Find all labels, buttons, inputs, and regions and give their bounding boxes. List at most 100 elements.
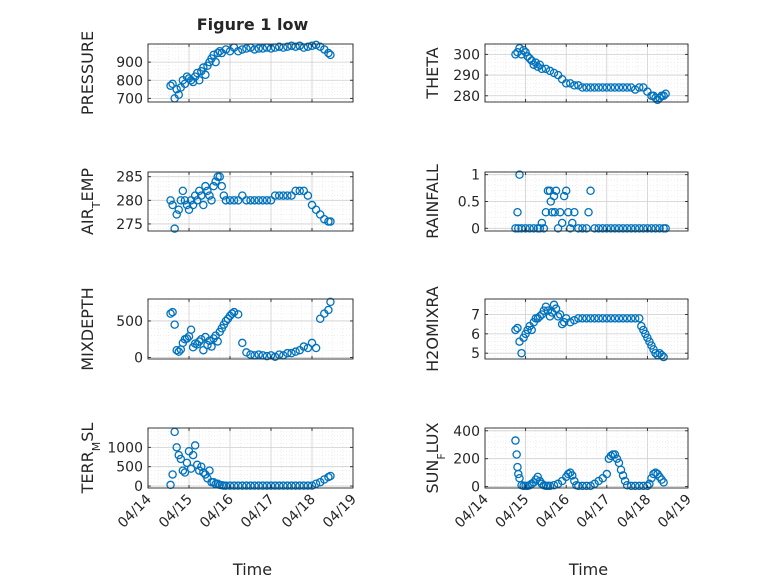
y-tick-label: 500 xyxy=(116,314,143,330)
data-point xyxy=(166,81,175,90)
y-axis-label: MIXDEPTH xyxy=(78,287,97,370)
data-point xyxy=(590,224,599,233)
data-point xyxy=(533,62,543,72)
data-point xyxy=(635,314,644,323)
x-tick-label: 04/18 xyxy=(614,492,654,532)
data-point xyxy=(659,352,668,362)
data-point xyxy=(178,466,188,475)
data-point xyxy=(578,83,587,92)
data-point xyxy=(205,466,214,475)
data-point xyxy=(250,45,259,54)
series-markers xyxy=(166,297,335,362)
data-point xyxy=(651,224,660,233)
data-point xyxy=(266,481,276,490)
data-point xyxy=(274,350,284,359)
y-tick-label: 7 xyxy=(471,307,480,323)
data-point xyxy=(513,323,522,333)
plot-area xyxy=(485,44,688,102)
data-point xyxy=(166,309,175,318)
data-point xyxy=(531,58,541,67)
data-point xyxy=(557,218,567,228)
data-point xyxy=(192,460,202,470)
axes-box xyxy=(147,171,354,232)
data-point xyxy=(570,476,579,486)
data-point xyxy=(661,224,670,233)
series-markers xyxy=(511,436,668,491)
y-tick-label: 0 xyxy=(471,221,480,237)
y-axis-label: AIRTEMP xyxy=(78,168,103,235)
data-point xyxy=(618,224,628,233)
y-tick-label: 500 xyxy=(116,460,143,476)
data-point xyxy=(186,325,196,334)
data-point xyxy=(270,191,280,200)
data-point xyxy=(525,54,534,63)
data-point xyxy=(168,79,177,89)
data-point xyxy=(242,196,251,205)
data-point xyxy=(172,443,181,452)
data-point xyxy=(207,342,216,351)
data-point xyxy=(242,481,251,490)
data-point xyxy=(515,170,524,179)
data-point xyxy=(311,479,321,488)
data-point xyxy=(172,210,181,219)
data-point xyxy=(225,196,235,205)
data-point xyxy=(511,50,520,59)
data-point xyxy=(303,191,313,200)
data-point xyxy=(630,481,640,491)
data-point xyxy=(622,224,632,233)
grid xyxy=(147,298,354,359)
data-point xyxy=(326,50,335,60)
data-point xyxy=(529,224,538,233)
data-point xyxy=(547,207,557,217)
data-point xyxy=(568,471,577,480)
data-point xyxy=(233,196,243,205)
data-point xyxy=(598,314,607,323)
y-tick-label: 0 xyxy=(471,480,480,496)
data-point xyxy=(574,224,583,233)
data-point xyxy=(582,224,591,233)
data-point xyxy=(614,224,624,233)
subplot-pressure: 700 800 900 PRESSURE Figure 1 low xyxy=(78,15,354,115)
data-point xyxy=(166,480,175,490)
data-point xyxy=(622,480,632,490)
data-point xyxy=(594,83,603,92)
data-point xyxy=(594,224,603,233)
data-point xyxy=(295,186,304,196)
subplot-h2omixra: 5 6 7 H2OMIXRA xyxy=(423,286,689,372)
data-point xyxy=(527,56,536,65)
series-markers xyxy=(511,300,668,362)
data-point xyxy=(566,317,575,327)
data-point xyxy=(590,314,599,323)
data-point xyxy=(246,481,255,490)
subplot-theta: 280 290 300 THETA xyxy=(423,43,689,105)
data-point xyxy=(570,316,579,325)
data-point xyxy=(545,186,555,196)
data-point xyxy=(303,343,313,353)
y-tick-label: 1000 xyxy=(107,440,143,456)
data-point xyxy=(602,314,612,323)
data-point xyxy=(311,343,321,353)
data-point xyxy=(511,325,520,335)
data-point xyxy=(594,314,603,323)
grid xyxy=(147,427,354,488)
data-point xyxy=(194,186,204,196)
data-point xyxy=(553,312,563,321)
data-point xyxy=(254,350,263,359)
data-point xyxy=(242,348,251,357)
data-point xyxy=(549,191,559,201)
data-point xyxy=(258,44,268,53)
data-point xyxy=(647,473,656,483)
data-point xyxy=(553,224,563,233)
data-point xyxy=(555,207,565,217)
data-point xyxy=(184,205,194,215)
data-point xyxy=(610,450,620,459)
data-point xyxy=(584,207,593,217)
data-point xyxy=(274,42,284,51)
data-point xyxy=(566,224,575,233)
data-point xyxy=(606,224,616,233)
y-tick-label: 5 xyxy=(471,346,480,362)
data-point xyxy=(610,224,620,233)
data-point xyxy=(511,436,520,445)
data-point xyxy=(578,314,587,323)
